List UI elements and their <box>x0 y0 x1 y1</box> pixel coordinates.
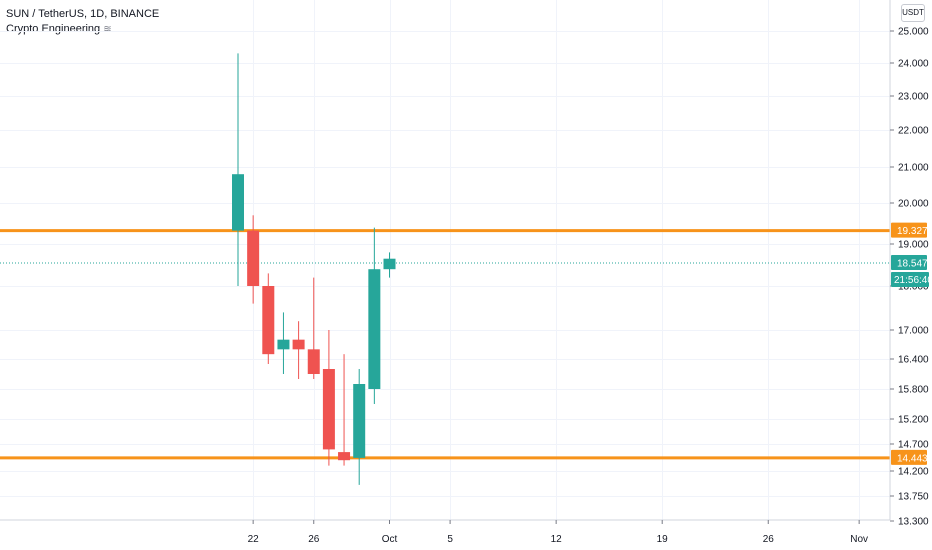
level-price-label: 19.327 <box>897 226 928 237</box>
candle[interactable] <box>322 330 335 466</box>
price-tick-label: 25.000 <box>898 27 929 38</box>
time-tick-label: 12 <box>551 534 563 545</box>
candle[interactable] <box>262 273 275 364</box>
candle[interactable] <box>353 369 366 485</box>
candle-body[interactable] <box>307 349 320 374</box>
price-tick-label: 21.000 <box>898 163 929 174</box>
candle[interactable] <box>232 53 244 286</box>
grid-lines <box>0 0 890 520</box>
chart-title: SUN / TetherUS, 1D, BINANCE <box>6 8 159 20</box>
last-price-label: 18.547 <box>897 259 928 270</box>
candle-body[interactable] <box>277 339 290 350</box>
symbol-label: SUN / TetherUS, 1D, BINANCE <box>6 8 160 20</box>
time-tick-label: 26 <box>308 534 320 545</box>
candle-body[interactable] <box>262 286 275 355</box>
price-tick-label: 20.000 <box>898 199 929 210</box>
price-tick-label: 14.200 <box>898 467 929 478</box>
candle-body[interactable] <box>232 174 244 231</box>
price-tick-label: 17.000 <box>898 326 929 337</box>
price-tick-label: 15.200 <box>898 415 929 426</box>
price-tick-label: 22.000 <box>898 126 929 137</box>
level-price-tag <box>891 222 927 238</box>
countdown-tag <box>891 272 929 288</box>
candle[interactable] <box>383 252 396 278</box>
time-tick-label: 26 <box>763 534 775 545</box>
candle-body[interactable] <box>292 339 305 350</box>
candle[interactable] <box>338 354 351 466</box>
time-tick-label: Nov <box>850 534 868 545</box>
price-tick-label: 13.750 <box>898 492 929 503</box>
candle[interactable] <box>277 312 290 374</box>
price-tick-label: 14.700 <box>898 440 929 451</box>
candle[interactable] <box>247 215 260 304</box>
candle-body[interactable] <box>338 452 351 461</box>
price-tick-label: 15.800 <box>898 385 929 396</box>
candle-body[interactable] <box>383 258 396 270</box>
countdown-label: 21:56:40 <box>894 275 932 286</box>
candles[interactable] <box>232 53 396 485</box>
candle[interactable] <box>292 321 305 379</box>
level-price-label: 14.443 <box>897 453 928 464</box>
price-tick-label: 19.000 <box>898 240 929 251</box>
time-tick-label: 5 <box>447 534 453 545</box>
indicator-icon[interactable]: ≋ <box>103 24 112 35</box>
candle[interactable] <box>368 227 381 404</box>
price-tick-label: 13.300 <box>898 517 929 528</box>
candle-body[interactable] <box>353 384 366 458</box>
candle[interactable] <box>307 277 320 379</box>
level-price-tag <box>891 449 927 465</box>
candle-body[interactable] <box>247 230 260 286</box>
price-tags: 19.327 14.443 18.547 21:56:40 <box>891 222 932 465</box>
price-tick-label: 23.000 <box>898 92 929 103</box>
time-tick-label: 19 <box>657 534 669 545</box>
price-tick-label: 24.000 <box>898 59 929 70</box>
time-tick-label: 22 <box>248 534 260 545</box>
candle-body[interactable] <box>322 369 335 450</box>
currency-button[interactable]: USDT <box>901 4 925 22</box>
price-tick-label: 16.400 <box>898 355 929 366</box>
candle-body[interactable] <box>368 269 381 389</box>
time-tick-label: Oct <box>382 534 398 545</box>
time-axis[interactable]: 22 26 Oct 5 12 19 26 Nov <box>248 520 868 545</box>
last-price-tag <box>891 255 927 271</box>
horizontal-levels[interactable] <box>0 229 890 460</box>
